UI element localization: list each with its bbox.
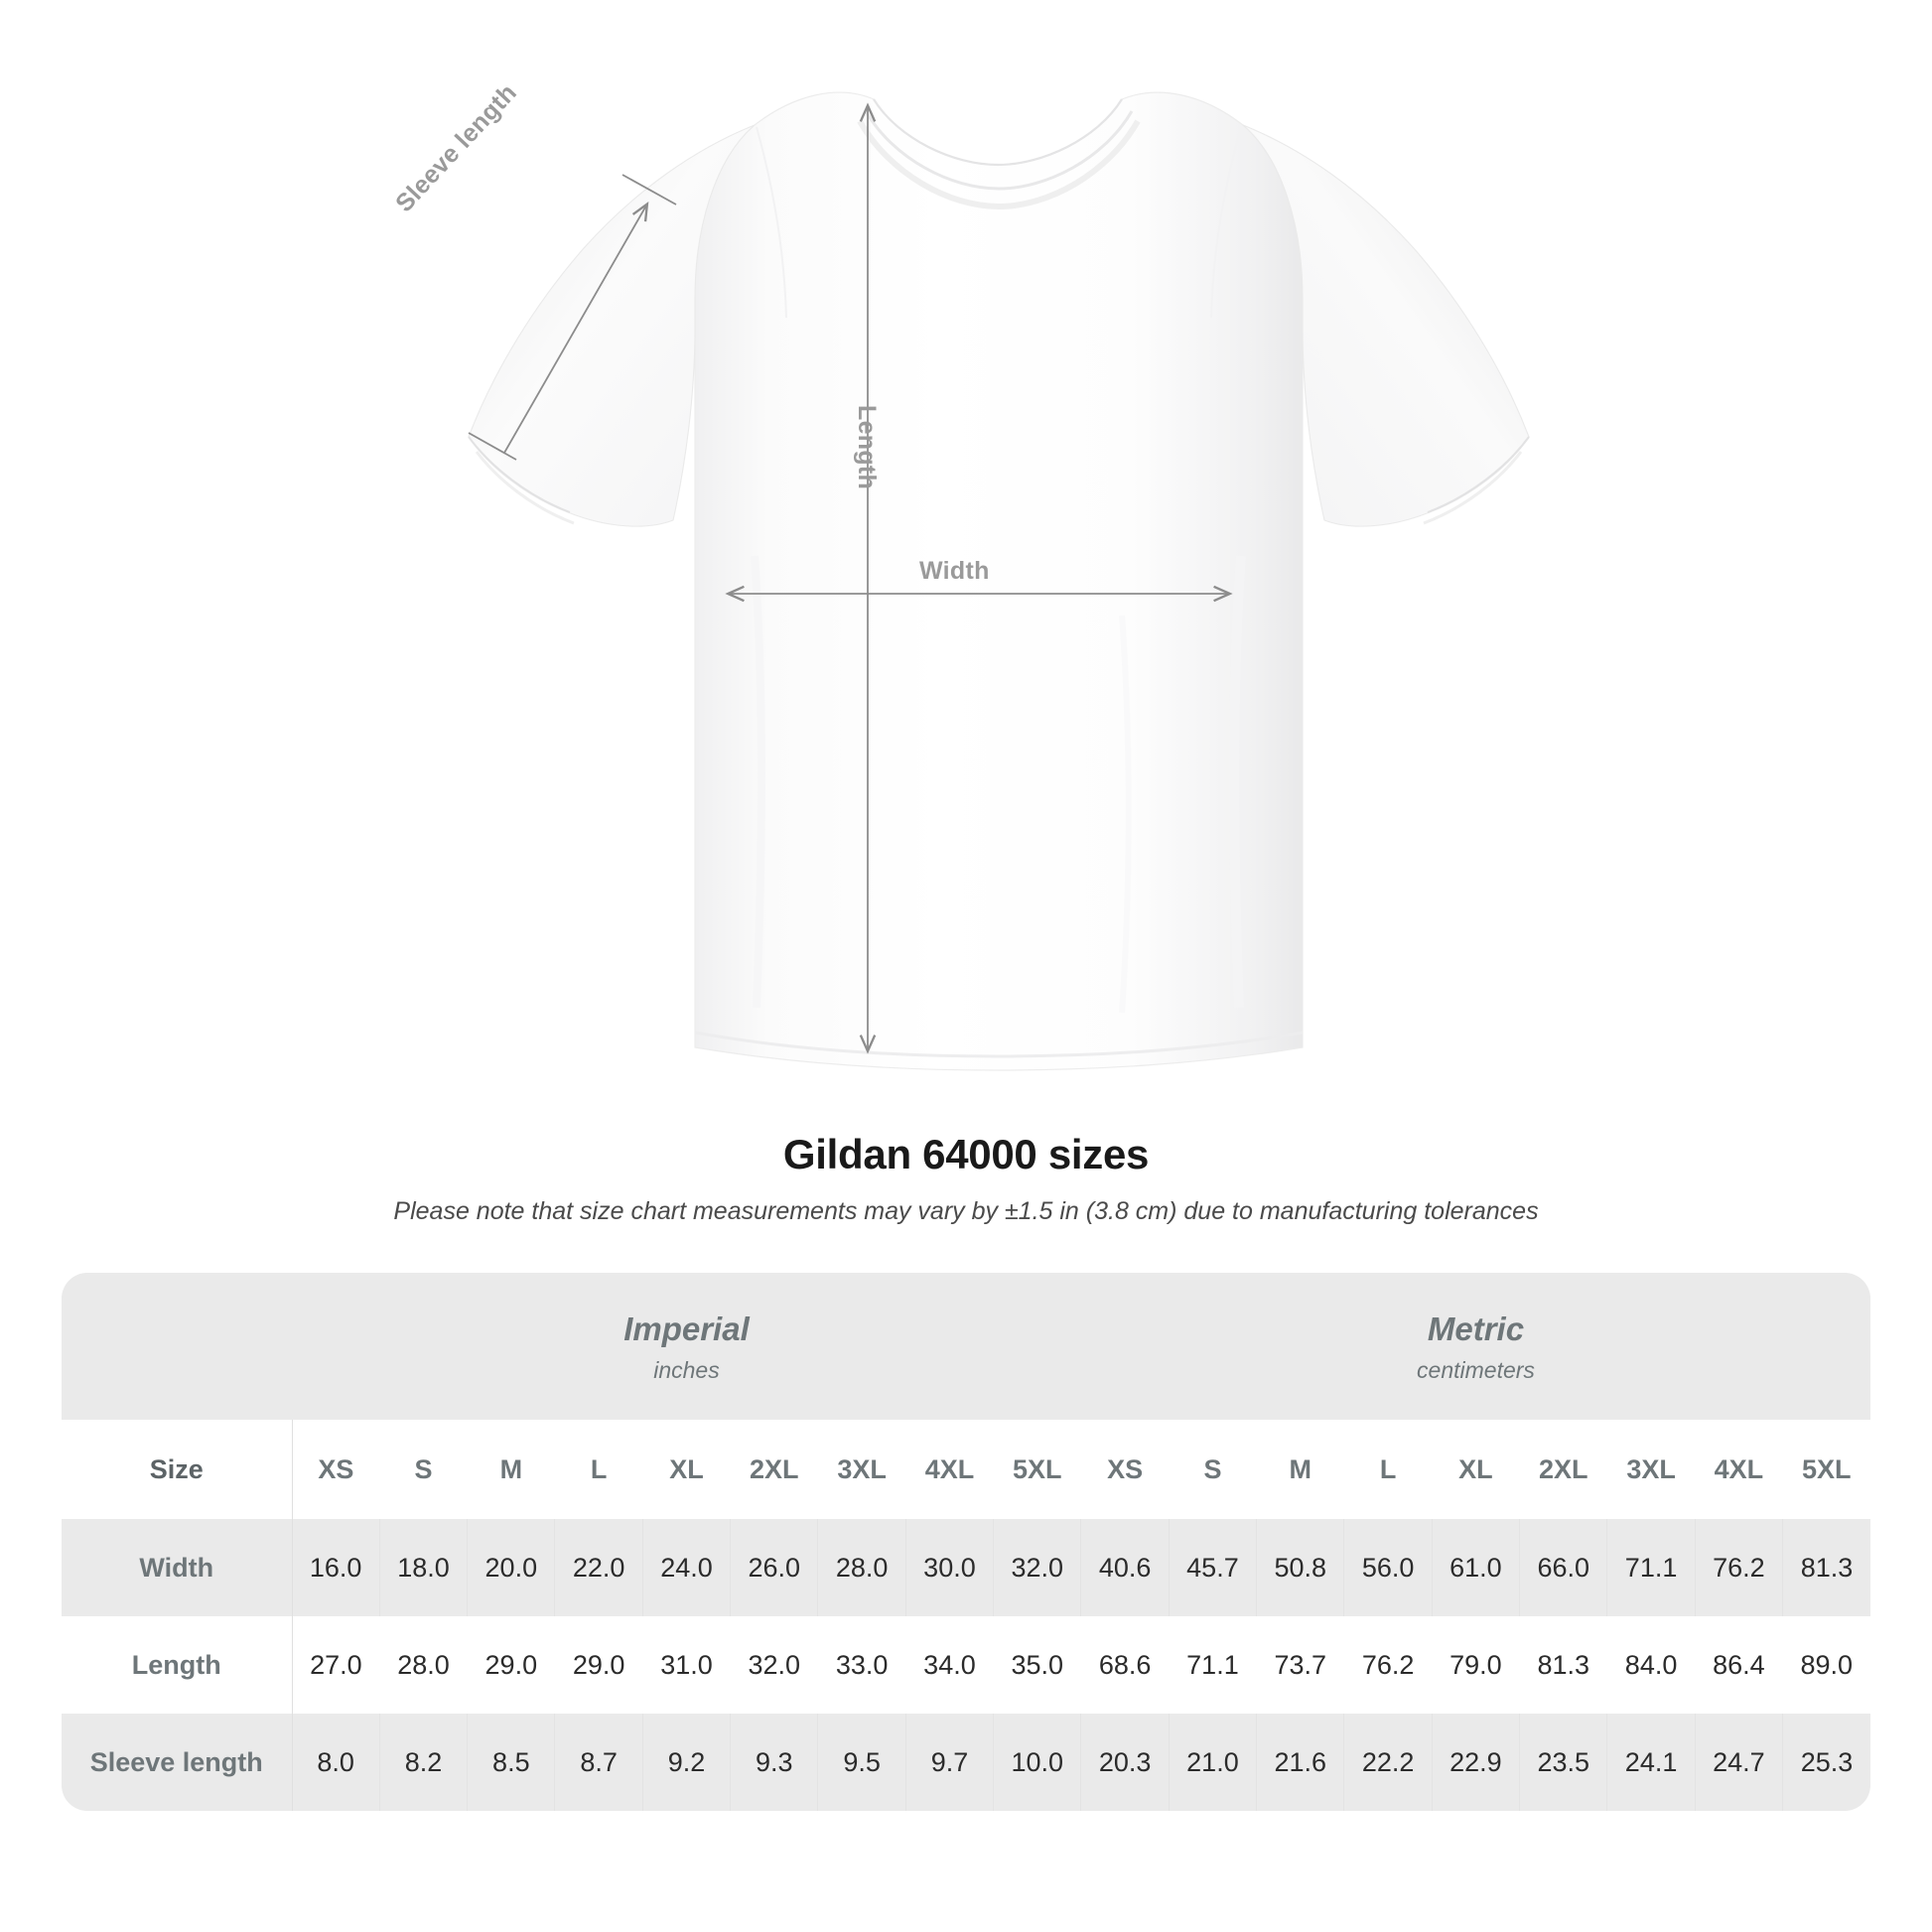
measurement-cell: 34.0	[905, 1616, 994, 1714]
unit-header-spacer	[62, 1273, 292, 1420]
measurement-cell: 18.0	[378, 1519, 468, 1616]
measurement-cell: 61.0	[1431, 1519, 1520, 1616]
size-chart-table-container: Imperial inches Metric centimeters Size …	[62, 1273, 1870, 1811]
unit-system-header-row: Imperial inches Metric centimeters	[62, 1273, 1870, 1420]
measurement-cell: 56.0	[1343, 1519, 1433, 1616]
size-header-cell: S	[379, 1420, 468, 1519]
measurement-cell: 86.4	[1695, 1616, 1783, 1714]
size-chart-table: Imperial inches Metric centimeters Size …	[62, 1273, 1870, 1811]
measurement-cell: 71.1	[1169, 1616, 1257, 1714]
unit-system-name: Metric	[1427, 1310, 1525, 1347]
tshirt-diagram: Sleeve length Length Width	[390, 78, 1530, 1071]
chart-heading-block: Gildan 64000 sizes Please note that size…	[0, 1131, 1932, 1226]
measurement-cell: 22.2	[1343, 1714, 1433, 1811]
table-row-sleeve-length: Sleeve length 8.0 8.2 8.5 8.7 9.2 9.3 9.5 9.7 10…	[62, 1714, 1870, 1811]
measurement-cell: 9.7	[904, 1714, 994, 1811]
measurement-cell: 20.3	[1080, 1714, 1170, 1811]
size-header-cell: XL	[642, 1420, 731, 1519]
measurement-cell: 20.0	[467, 1519, 555, 1616]
unit-group-imperial: Imperial inches	[292, 1273, 1081, 1420]
size-header-cell: M	[467, 1420, 555, 1519]
size-header-cell: XL	[1432, 1420, 1520, 1519]
measurement-cell: 76.2	[1694, 1519, 1783, 1616]
size-header-cell: 4XL	[1695, 1420, 1783, 1519]
row-header-label: Width	[62, 1519, 292, 1616]
size-header-cell: M	[1256, 1420, 1344, 1519]
measurement-cell: 89.0	[1782, 1616, 1870, 1714]
table-row-width: Width 16.0 18.0 20.0 22.0 24.0 26.0 28.0 30.0 32…	[62, 1519, 1870, 1616]
measurement-cell: 32.0	[993, 1519, 1081, 1616]
measurement-cell: 29.0	[467, 1616, 555, 1714]
measurement-cell: 8.7	[554, 1714, 643, 1811]
measurement-cell: 25.3	[1782, 1714, 1870, 1811]
unit-measure-name: inches	[653, 1357, 720, 1384]
measurement-cell: 66.0	[1519, 1519, 1607, 1616]
size-header-cell: 5XL	[1782, 1420, 1870, 1519]
measurement-cell: 40.6	[1080, 1519, 1170, 1616]
measurement-cell: 71.1	[1606, 1519, 1696, 1616]
sleeve-length-dimension-arrow	[468, 174, 677, 461]
measurement-cell: 50.8	[1256, 1519, 1344, 1616]
measurement-cell: 68.6	[1080, 1616, 1170, 1714]
length-label: Length	[853, 405, 881, 490]
size-header-cell: L	[1343, 1420, 1433, 1519]
measurement-cell: 22.0	[554, 1519, 643, 1616]
measurement-cell: 81.3	[1519, 1616, 1607, 1714]
measurement-cell: 24.7	[1694, 1714, 1783, 1811]
measurement-cell: 28.0	[379, 1616, 468, 1714]
measurement-cell: 79.0	[1432, 1616, 1520, 1714]
measurement-cell: 84.0	[1606, 1616, 1696, 1714]
measurement-cell: 23.5	[1519, 1714, 1607, 1811]
size-header-cell: 4XL	[905, 1420, 994, 1519]
tshirt-body-shape	[468, 91, 1530, 1071]
measurement-cell: 29.0	[554, 1616, 643, 1714]
size-header-cell: 5XL	[993, 1420, 1081, 1519]
unit-measure-name: centimeters	[1417, 1357, 1535, 1384]
measurement-cell: 73.7	[1256, 1616, 1344, 1714]
size-header-cell: XS	[291, 1420, 380, 1519]
size-header-row: Size XS S M L XL 2XL 3XL 4XL 5XL XS S M L XL 2XL 3XL 4XL…	[62, 1420, 1870, 1519]
measurement-cell: 24.1	[1606, 1714, 1696, 1811]
size-header-cell: L	[554, 1420, 643, 1519]
measurement-cell: 9.2	[641, 1714, 731, 1811]
unit-system-name: Imperial	[623, 1310, 750, 1347]
measurement-cell: 9.5	[817, 1714, 906, 1811]
measurement-cell: 31.0	[642, 1616, 731, 1714]
measurement-cell: 10.0	[993, 1714, 1081, 1811]
row-header-label: Sleeve length	[62, 1714, 292, 1811]
measurement-cell: 22.9	[1431, 1714, 1520, 1811]
measurement-cell: 45.7	[1168, 1519, 1257, 1616]
measurement-cell: 81.3	[1782, 1519, 1870, 1616]
size-header-cell: 2XL	[1519, 1420, 1607, 1519]
size-header-cell: 3XL	[1606, 1420, 1696, 1519]
measurement-cell: 26.0	[730, 1519, 818, 1616]
measurement-cell: 8.2	[378, 1714, 468, 1811]
measurement-cell: 76.2	[1343, 1616, 1433, 1714]
measurement-cell: 21.0	[1168, 1714, 1257, 1811]
measurement-cell: 9.3	[730, 1714, 818, 1811]
measurement-cell: 28.0	[817, 1519, 906, 1616]
measurement-cell: 32.0	[730, 1616, 818, 1714]
width-label: Width	[919, 557, 990, 585]
measurement-cell: 16.0	[291, 1519, 380, 1616]
row-header-size: Size	[62, 1420, 292, 1519]
measurement-cell: 8.0	[291, 1714, 380, 1811]
row-header-label: Length	[62, 1616, 292, 1714]
table-row-length: Length 27.0 28.0 29.0 29.0 31.0 32.0 33.0 34.0 3…	[62, 1616, 1870, 1714]
page-title: Gildan 64000 sizes	[782, 1131, 1150, 1177]
measurement-cell: 33.0	[817, 1616, 906, 1714]
measurement-cell: 21.6	[1256, 1714, 1344, 1811]
size-header-cell: 3XL	[817, 1420, 906, 1519]
size-header-cell: 2XL	[730, 1420, 818, 1519]
measurement-cell: 30.0	[904, 1519, 994, 1616]
measurement-cell: 8.5	[467, 1714, 555, 1811]
size-header-cell: S	[1169, 1420, 1257, 1519]
measurement-cell: 27.0	[291, 1616, 380, 1714]
size-header-cell: XS	[1080, 1420, 1170, 1519]
measurement-cell: 35.0	[993, 1616, 1081, 1714]
measurement-cell: 24.0	[641, 1519, 731, 1616]
unit-group-metric: Metric centimeters	[1080, 1273, 1870, 1420]
tolerance-note: Please note that size chart measurements…	[393, 1197, 1539, 1226]
